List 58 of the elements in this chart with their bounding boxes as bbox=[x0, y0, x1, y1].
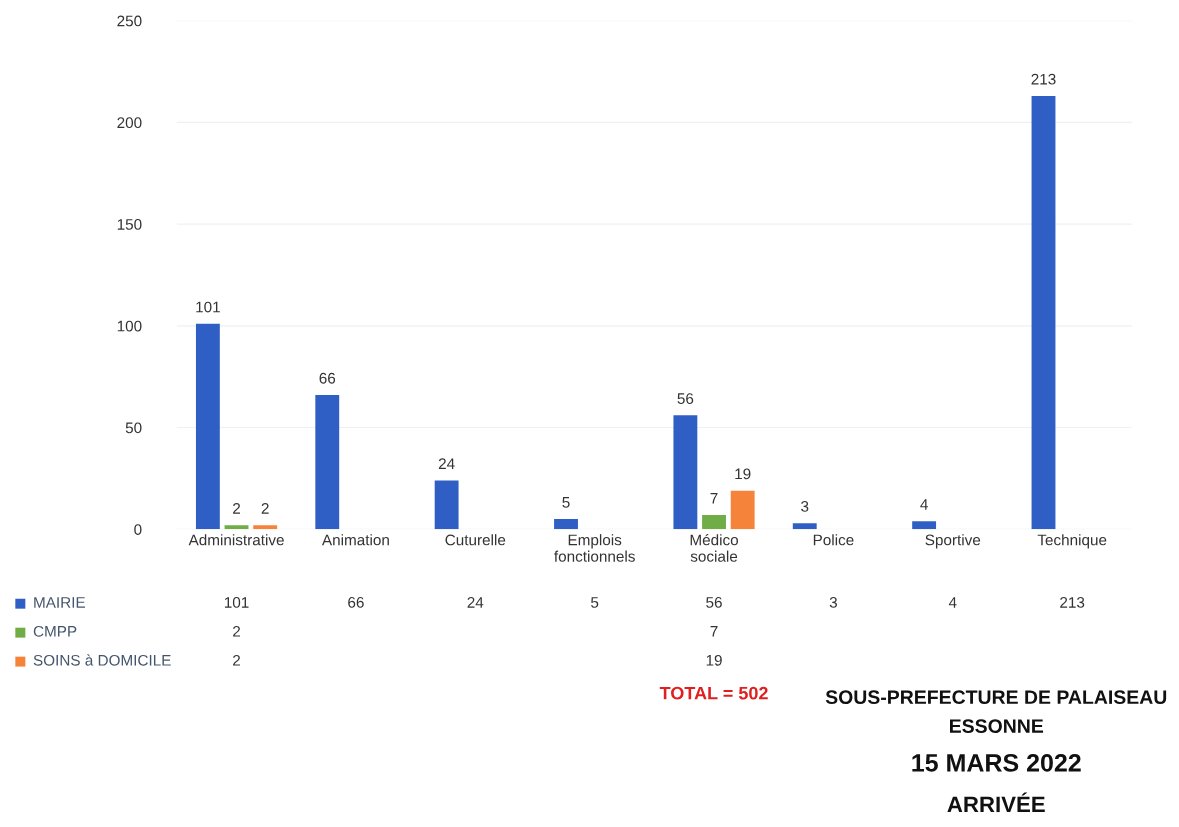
y-tick-label: 200 bbox=[117, 117, 142, 129]
bar bbox=[554, 519, 578, 530]
legend-label: SOINS à DOMICILE bbox=[33, 654, 171, 666]
annotation: 66 bbox=[319, 372, 336, 384]
y-tick-label: 0 bbox=[134, 524, 142, 535]
annotation: 2 bbox=[261, 503, 269, 514]
y-tick-label: 100 bbox=[117, 320, 142, 332]
x-tick-label: Médico sociale bbox=[690, 533, 739, 562]
bar bbox=[702, 515, 726, 530]
y-tick-label: 250 bbox=[117, 15, 142, 27]
data-label: 3 bbox=[829, 596, 837, 608]
annotation: 2 bbox=[233, 503, 241, 514]
annotation: 101 bbox=[196, 301, 220, 313]
data-label: 24 bbox=[467, 596, 484, 608]
x-tick-label: Technique bbox=[1037, 534, 1107, 549]
bar bbox=[224, 525, 249, 530]
data-label: 101 bbox=[224, 596, 249, 608]
annotation: 213 bbox=[1031, 73, 1056, 85]
x-tick-label: Emplois fonctionnels bbox=[554, 534, 635, 562]
data-label: 213 bbox=[1060, 596, 1085, 608]
bar bbox=[434, 480, 459, 530]
annotation: 5 bbox=[562, 497, 570, 508]
data-label: 5 bbox=[591, 597, 599, 608]
x-tick-label: Administrative bbox=[188, 534, 284, 546]
legend-label: CMPP bbox=[33, 625, 77, 637]
text: SOUS-PREFECTURE DE PALAISEAU bbox=[825, 690, 1167, 705]
data-label: 7 bbox=[710, 626, 718, 637]
text: ESSONNE bbox=[950, 719, 1044, 733]
x-tick-label: Animation bbox=[321, 534, 389, 546]
text: 15 MARS 2022 bbox=[912, 753, 1081, 772]
x-tick-label: Cuturelle bbox=[445, 534, 506, 546]
bar bbox=[253, 525, 278, 530]
annotation: 24 bbox=[438, 458, 455, 469]
data-label: 4 bbox=[948, 597, 957, 608]
bar bbox=[730, 490, 755, 530]
y-tick-label: 150 bbox=[117, 218, 142, 230]
bar bbox=[1031, 95, 1056, 530]
x-tick-label: Police bbox=[813, 534, 854, 546]
annotation: 4 bbox=[920, 499, 928, 510]
bar bbox=[195, 323, 220, 530]
data-label: 66 bbox=[348, 596, 364, 608]
x-tick-label: Sportive bbox=[925, 534, 981, 549]
annotation: 19 bbox=[735, 468, 751, 480]
text: ARRIVÉE bbox=[947, 792, 1045, 813]
text: TOTAL = 502 bbox=[659, 686, 768, 700]
data-label: 2 bbox=[233, 625, 241, 637]
y-tick-label: 50 bbox=[125, 422, 142, 434]
data-label: 19 bbox=[706, 654, 722, 666]
bar bbox=[792, 523, 817, 530]
bar bbox=[673, 415, 698, 530]
annotation: 3 bbox=[801, 501, 809, 512]
bar bbox=[315, 395, 340, 530]
annotation: 56 bbox=[677, 393, 694, 404]
legend-label: MAIRIE bbox=[34, 597, 85, 608]
bar bbox=[912, 521, 937, 530]
data-label: 2 bbox=[233, 654, 241, 666]
data-label: 56 bbox=[706, 596, 722, 608]
annotation: 7 bbox=[710, 493, 718, 504]
